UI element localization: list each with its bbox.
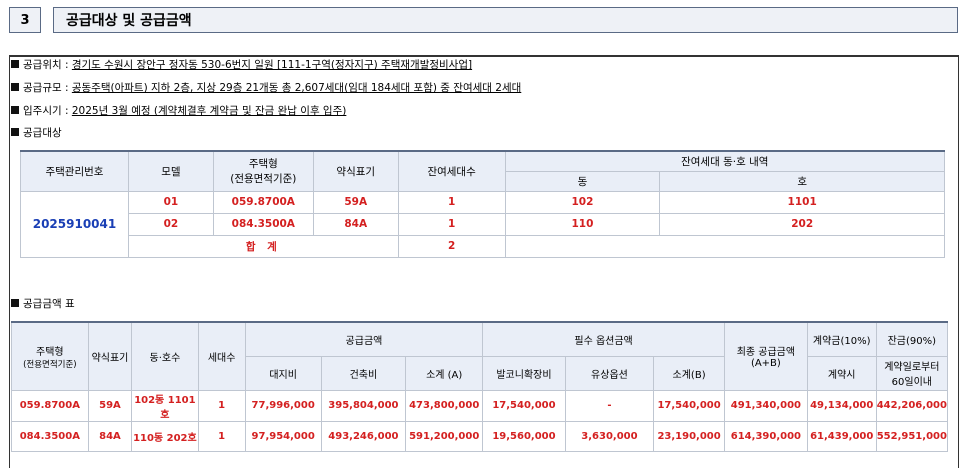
balcony-cell: 17,540,000 xyxy=(482,389,566,422)
land-cell: 77,996,000 xyxy=(244,389,322,422)
table-row: 084.3500A 84A 110동 202호 1 97,954,000 493… xyxy=(11,420,949,452)
header-supply: 공급금액 xyxy=(244,321,484,357)
abbr-cell: 59A xyxy=(87,389,133,422)
scale-value: 공동주택(아파트) 지하 2층, 지상 29층 21개동 총 2,607세대(임… xyxy=(71,82,522,94)
header-land: 대지비 xyxy=(244,355,322,391)
header-model: 모델 xyxy=(127,150,214,192)
header-balance: 잔금(90%) xyxy=(875,321,949,357)
header-deposit-sub: 계약시 xyxy=(806,355,877,391)
paid-option-cell: 3,630,000 xyxy=(564,420,655,452)
abbr-cell: 84A xyxy=(87,420,133,452)
header-balance-sub: 계약일로부터 60일이내 xyxy=(875,355,949,391)
header-balcony: 발코니확장비 xyxy=(482,355,566,391)
info-scale: 공급규모 : 공동주택(아파트) 지하 2층, 지상 29층 21개동 총 2,… xyxy=(11,80,521,95)
balance-cell: 442,206,000 xyxy=(875,389,949,422)
count-cell: 1 xyxy=(397,212,506,236)
dong-cell: 102 xyxy=(504,190,661,214)
info-target-heading: 공급대상 xyxy=(11,125,62,140)
header-type: 주택형 (전용면적기준) xyxy=(212,150,314,192)
header-subtotal-a: 소계 (A) xyxy=(405,355,484,391)
table-row: 059.8700A 59A 102동 1101호 1 77,996,000 39… xyxy=(11,389,949,422)
subtotal-a-cell: 473,800,000 xyxy=(405,389,484,422)
header-subtotal-b: 소계(B) xyxy=(653,355,725,391)
paid-option-cell: - xyxy=(564,389,655,422)
content-frame xyxy=(9,55,959,468)
model-cell: 02 xyxy=(127,212,214,236)
section-number: 3 xyxy=(9,7,41,33)
bullet-square-icon xyxy=(11,60,19,68)
type-cell: 059.8700A xyxy=(212,190,314,214)
header-final: 최종 공급금액 (A+B) xyxy=(724,321,808,391)
total-label: 합 계 xyxy=(127,234,399,258)
build-cell: 493,246,000 xyxy=(320,420,407,452)
bullet-square-icon xyxy=(11,299,19,307)
deposit-cell: 49,134,000 xyxy=(806,389,877,422)
model-cell: 01 xyxy=(127,190,214,214)
price-table: 주택형 (전용면적기준) 약식표기 동·호수 세대수 공급금액 필수 옵션금액 최… xyxy=(11,321,949,452)
unit-cell: 110동 202호 xyxy=(131,420,199,452)
type-cell: 059.8700A xyxy=(11,389,89,422)
abbr-cell: 84A xyxy=(312,212,399,236)
build-cell: 395,804,000 xyxy=(320,389,407,422)
final-cell: 614,390,000 xyxy=(724,420,808,452)
info-price-heading: 공급금액 표 xyxy=(11,296,75,311)
count-cell: 1 xyxy=(197,420,246,452)
abbr-cell: 59A xyxy=(312,190,399,214)
info-movein: 입주시기 : 2025년 3월 예정 (계약체결후 계약금 및 잔금 완납 이후… xyxy=(11,103,346,118)
header-dong: 동 xyxy=(504,170,661,192)
info-location: 공급위치 : 경기도 수원시 장안구 정자동 530-6번지 일원 [111-1… xyxy=(11,57,472,72)
header-options: 필수 옵션금액 xyxy=(482,321,725,357)
subtotal-b-cell: 17,540,000 xyxy=(653,389,725,422)
deposit-cell: 61,439,000 xyxy=(806,420,877,452)
unit-cell: 102동 1101호 xyxy=(131,389,199,422)
bullet-square-icon xyxy=(11,83,19,91)
header-deposit: 계약금(10%) xyxy=(806,321,877,357)
total-count: 2 xyxy=(397,234,506,258)
movein-value: 2025년 3월 예정 (계약체결후 계약금 및 잔금 완납 이후 입주) xyxy=(71,105,347,117)
ho-cell: 202 xyxy=(659,212,945,236)
count-cell: 1 xyxy=(397,190,506,214)
total-row: 합 계 2 xyxy=(21,234,946,258)
count-cell: 1 xyxy=(197,389,246,422)
header-paid-option: 유상옵션 xyxy=(564,355,655,391)
empty-cell xyxy=(504,234,946,258)
type-cell: 084.3500A xyxy=(11,420,89,452)
subtotal-a-cell: 591,200,000 xyxy=(405,420,484,452)
header-unit: 동·호수 xyxy=(131,321,199,391)
section-title: 공급대상 및 공급금액 xyxy=(53,7,958,33)
target-table: 주택관리번호 모델 주택형 (전용면적기준) 약식표기 잔여세대수 잔여세대 동·… xyxy=(20,150,946,258)
header-mgmt-no: 주택관리번호 xyxy=(20,150,129,192)
mgmt-no-value: 2025910041 xyxy=(20,190,129,258)
header-detail: 잔여세대 동·호 내역 xyxy=(504,150,946,172)
balance-cell: 552,951,000 xyxy=(875,420,949,452)
dong-cell: 110 xyxy=(504,212,661,236)
type-cell: 084.3500A xyxy=(212,212,314,236)
ho-cell: 1101 xyxy=(659,190,945,214)
balcony-cell: 19,560,000 xyxy=(482,420,566,452)
header-remaining: 잔여세대수 xyxy=(397,150,506,192)
bullet-square-icon xyxy=(11,106,19,114)
land-cell: 97,954,000 xyxy=(244,420,322,452)
bullet-square-icon xyxy=(11,128,19,136)
final-cell: 491,340,000 xyxy=(724,389,808,422)
subtotal-b-cell: 23,190,000 xyxy=(653,420,725,452)
table-row: 02 084.3500A 84A 1 110 202 xyxy=(21,212,945,236)
header-abbr: 약식표기 xyxy=(312,150,399,192)
header-abbr: 약식표기 xyxy=(87,321,133,391)
location-value: 경기도 수원시 장안구 정자동 530-6번지 일원 [111-1구역(정자지구… xyxy=(71,59,473,71)
header-ho: 호 xyxy=(659,170,945,192)
header-count: 세대수 xyxy=(197,321,246,391)
header-type: 주택형 (전용면적기준) xyxy=(11,321,89,391)
table-row: 2025910041 01 059.8700A 59A 1 102 1101 xyxy=(20,190,945,258)
header-build: 건축비 xyxy=(320,355,407,391)
